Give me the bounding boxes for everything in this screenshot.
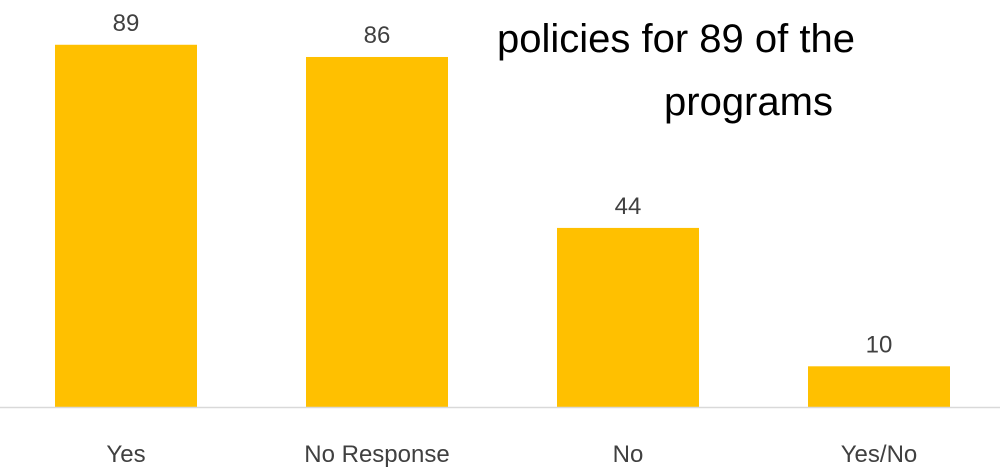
data-label-no-response: 86 <box>364 22 391 49</box>
category-label-yes: Yes <box>106 441 145 468</box>
bar-yes <box>55 44 197 408</box>
category-label-yes-no: Yes/No <box>841 441 918 468</box>
data-labels-layer: 89 86 44 10 <box>113 10 893 359</box>
bar-no-response <box>306 56 448 407</box>
bar-yes-no <box>808 366 950 407</box>
bar-no <box>557 227 699 407</box>
bars-layer <box>55 44 950 408</box>
data-label-yes-no: 10 <box>866 331 893 358</box>
category-label-no-response: No Response <box>304 441 449 468</box>
chart-annotation-line-1: policies for 89 of the <box>497 17 855 61</box>
category-labels-layer: Yes No Response No Yes/No <box>106 441 917 468</box>
chart-annotation-line-2: programs <box>664 80 833 124</box>
data-label-yes: 89 <box>113 10 140 37</box>
category-label-no: No <box>613 441 644 468</box>
data-label-no: 44 <box>615 193 642 220</box>
